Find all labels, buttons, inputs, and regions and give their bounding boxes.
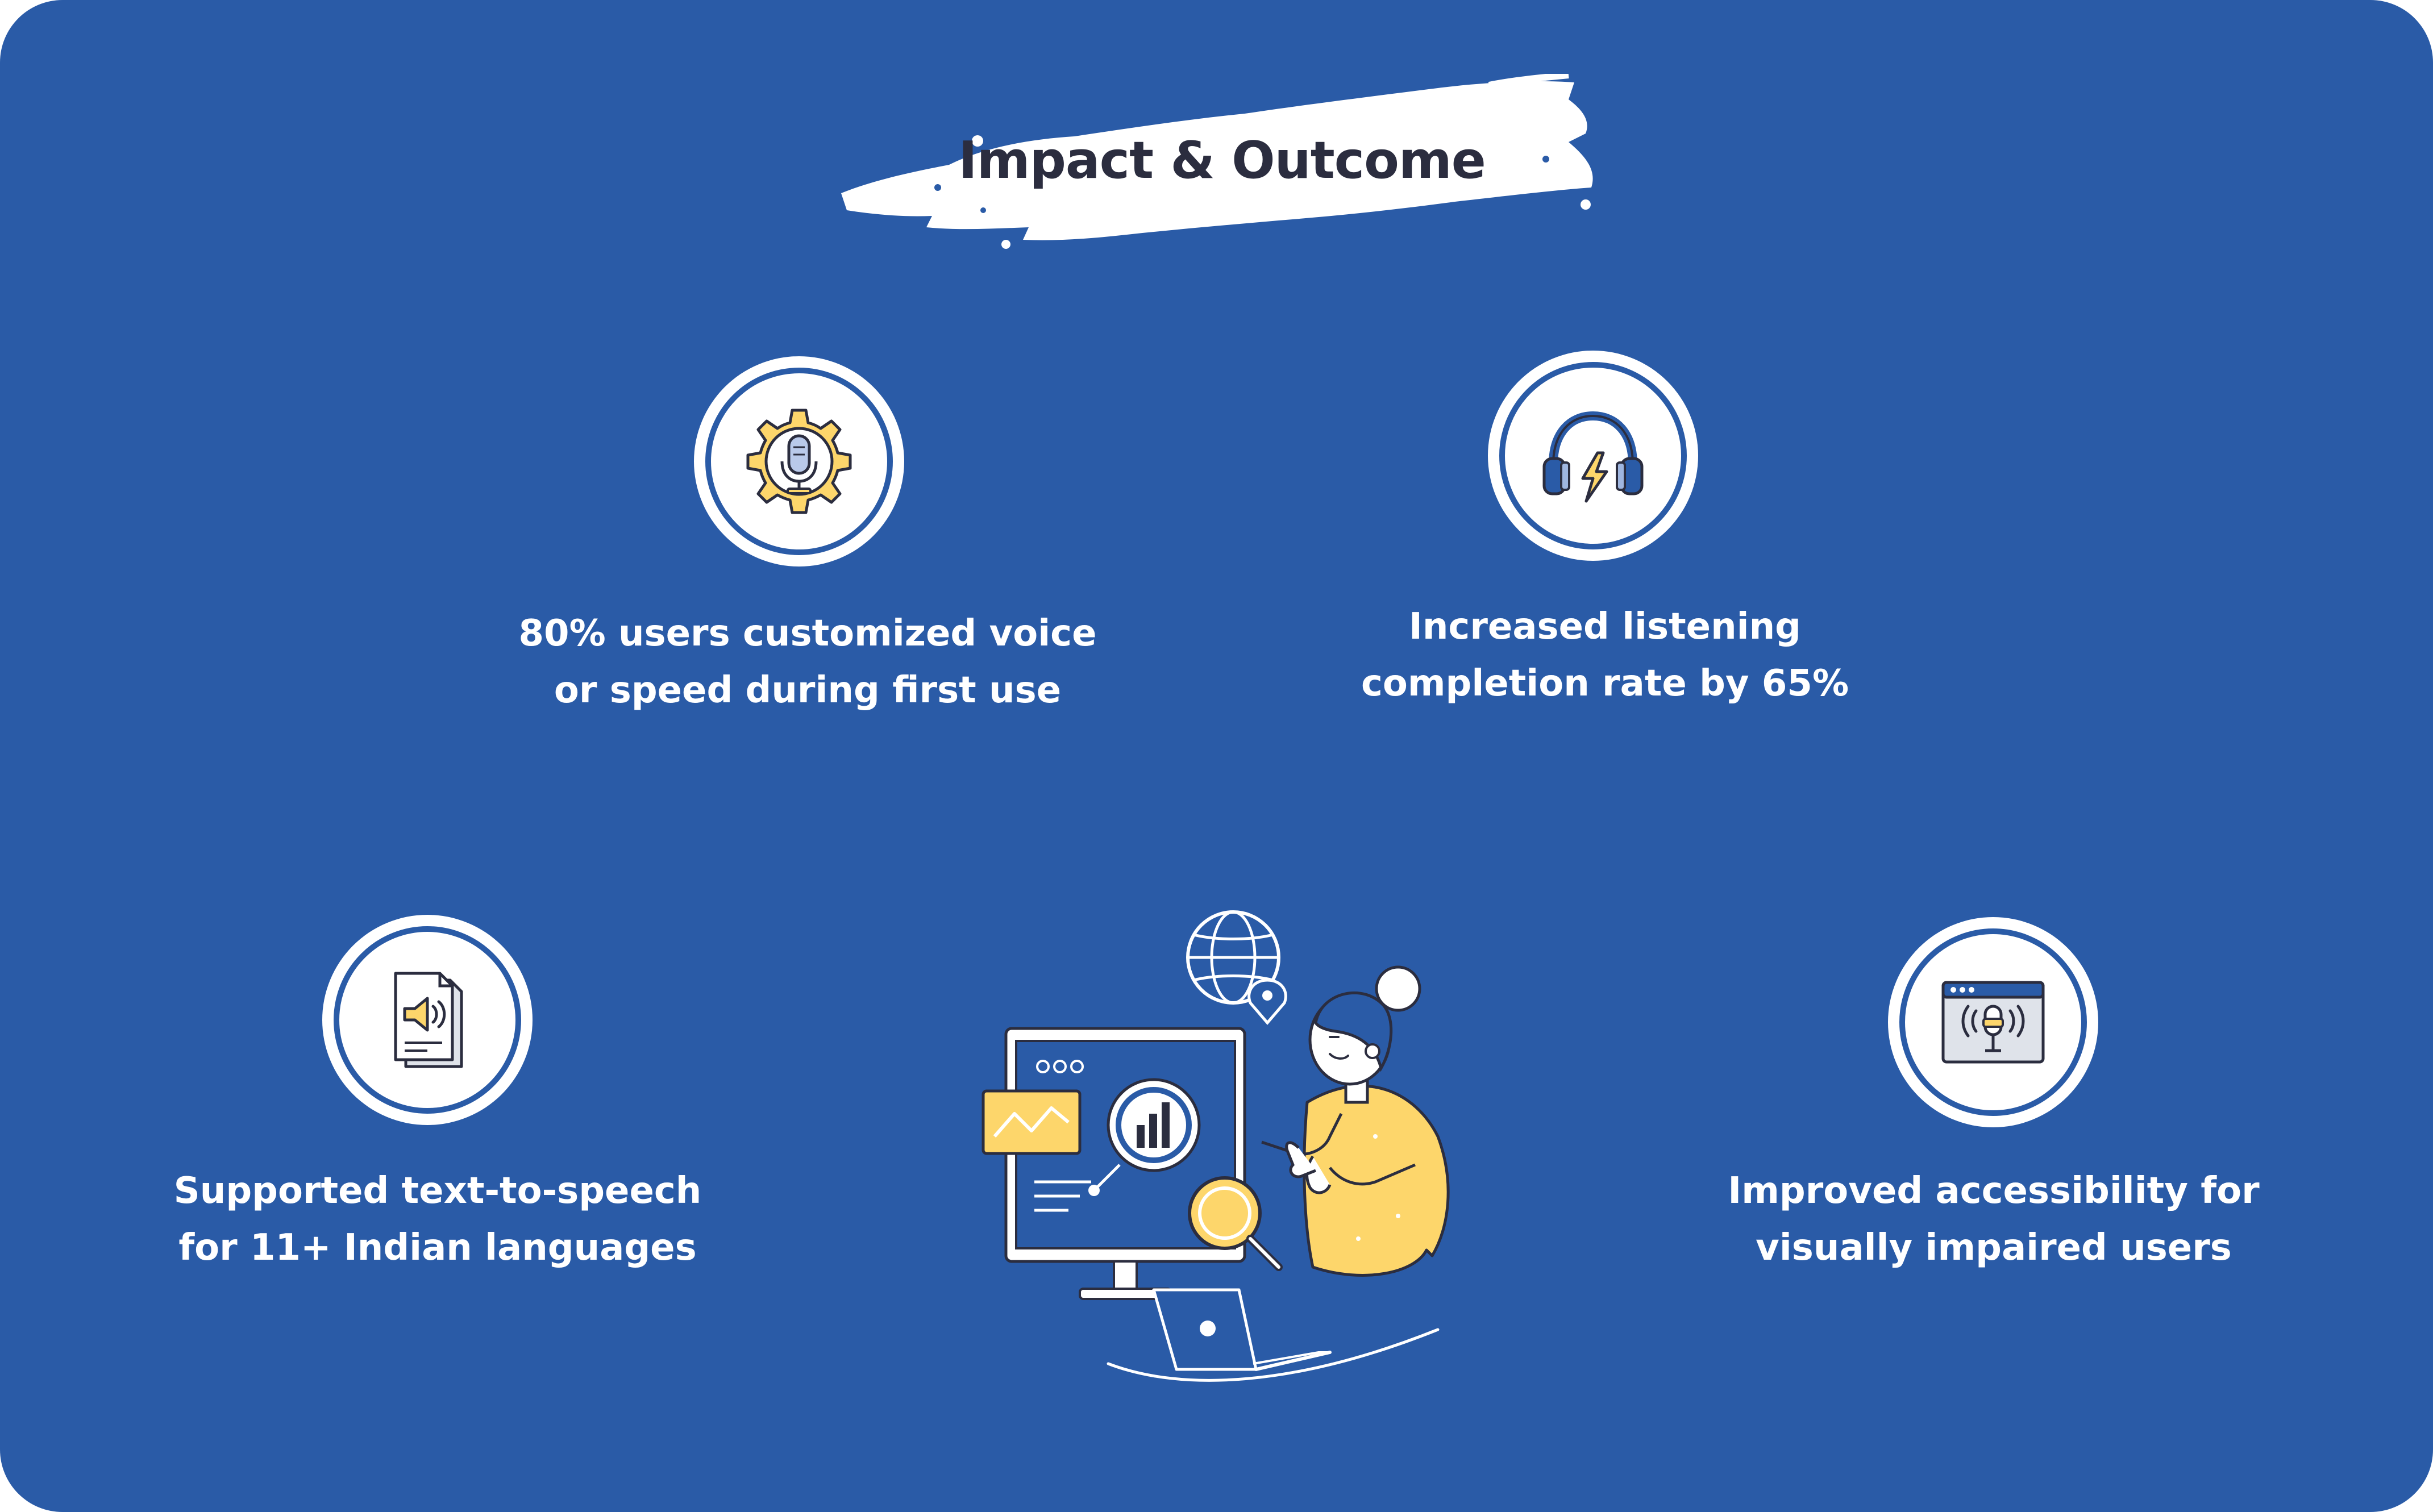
caption-listening: Increased listening completion rate by 6… (1264, 598, 1946, 712)
headphones-lightning-icon (1542, 411, 1644, 503)
woman-analytics-dashboard-illustration (981, 910, 1450, 1382)
caption-line: or speed during first use (554, 669, 1062, 711)
caption-line: completion rate by 65% (1361, 663, 1849, 705)
title-banner: Impact & Outcome (835, 74, 1608, 256)
woman-figure (1261, 965, 1450, 1277)
customization-icon-badge (694, 356, 904, 567)
caption-line: Increased listening (1409, 606, 1801, 648)
document-speaker-icon (394, 972, 463, 1068)
brush-stroke-decoration (841, 74, 1593, 249)
caption-line: for 11+ Indian languages (178, 1227, 697, 1269)
gear-microphone-icon (746, 409, 852, 514)
page-title: Impact & Outcome (958, 131, 1486, 190)
caption-line: Improved accessibility for (1728, 1170, 2260, 1212)
caption-line: visually impaired users (1756, 1227, 2232, 1269)
caption-line: Supported text-to-speech (173, 1170, 702, 1212)
languages-icon-badge (322, 915, 533, 1125)
globe-icon (1186, 910, 1280, 1005)
browser-microphone-icon (1941, 981, 2045, 1064)
caption-languages: Supported text-to-speech for 11+ Indian … (97, 1163, 779, 1276)
caption-customization: 80% users customized voice or speed duri… (467, 605, 1149, 719)
caption-line: 80% users customized voice (518, 613, 1097, 655)
listening-icon-badge (1488, 351, 1698, 561)
caption-accessibility: Improved accessibility for visually impa… (1653, 1163, 2335, 1276)
accessibility-icon-badge (1888, 917, 2098, 1127)
